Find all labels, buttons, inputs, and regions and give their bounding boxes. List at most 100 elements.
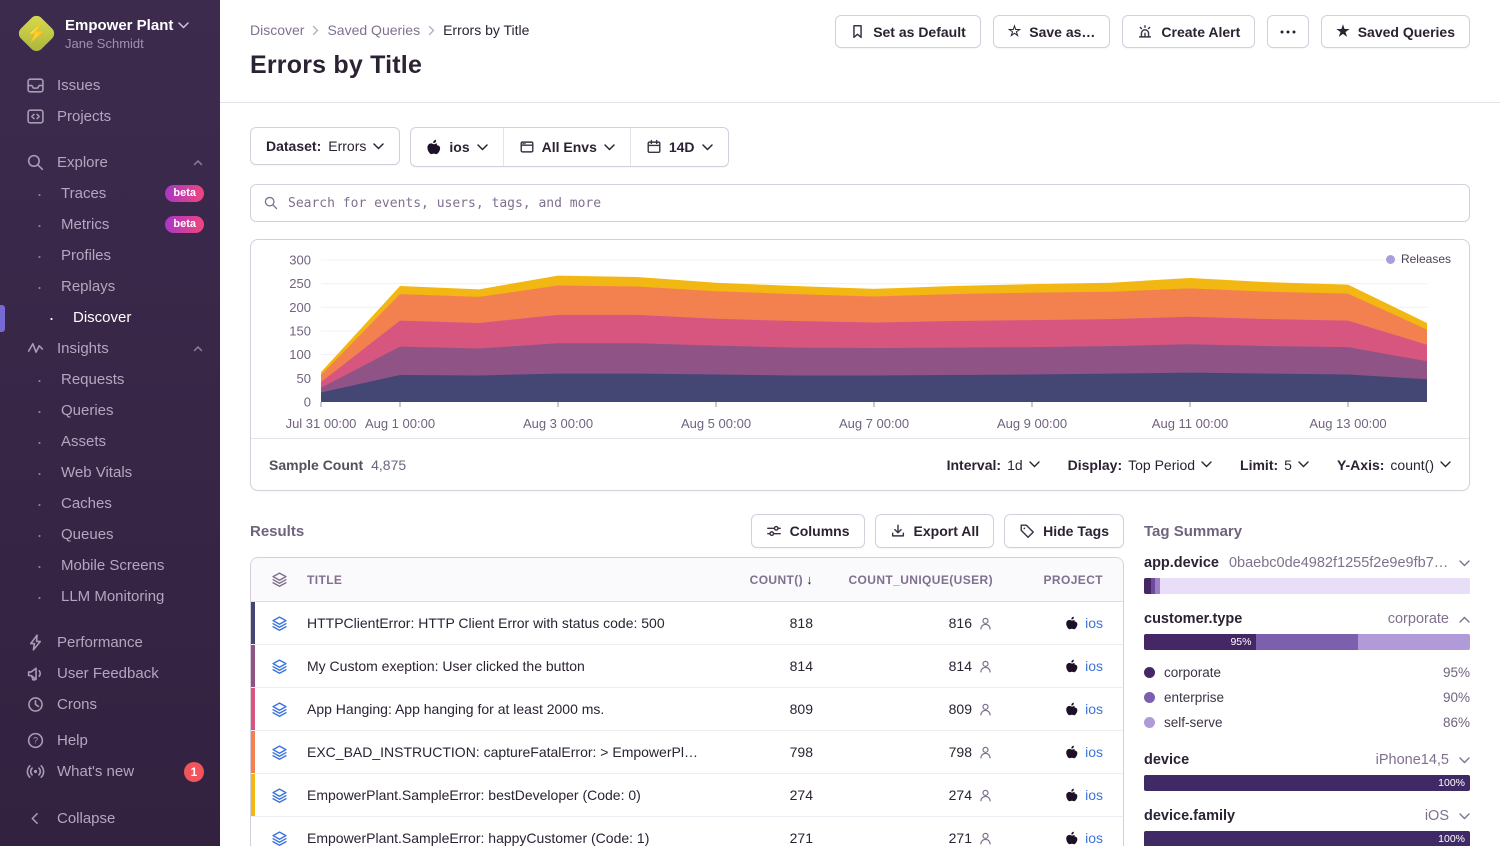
error-title[interactable]: EmpowerPlant.SampleError: happyCustomer … — [307, 830, 650, 846]
issues-icon — [27, 78, 44, 93]
sidebar-item-discover[interactable]: · Discover — [0, 302, 220, 333]
error-title[interactable]: EmpowerPlant.SampleError: bestDeveloper … — [307, 787, 641, 803]
collapse-button[interactable]: Collapse — [0, 803, 220, 834]
table-row[interactable]: EXC_BAD_INSTRUCTION: captureFatalError: … — [251, 731, 1123, 774]
legend-dot — [1144, 692, 1155, 703]
chevron-down-icon — [1459, 559, 1470, 566]
chevron-down-icon — [604, 143, 615, 151]
limit-selector[interactable]: Limit: 5 — [1240, 457, 1309, 473]
active-nav-accent — [0, 305, 5, 332]
error-title[interactable]: EXC_BAD_INSTRUCTION: captureFatalError: … — [307, 744, 708, 760]
tag-section-toggle[interactable]: customer.type corporate — [1144, 611, 1470, 627]
chevron-down-icon — [178, 21, 190, 29]
stack-icon[interactable] — [271, 658, 288, 675]
tag-section-toggle[interactable]: device.family iOS — [1144, 808, 1470, 824]
tag-legend-row[interactable]: enterprise 90% — [1144, 685, 1470, 710]
table-row[interactable]: EmpowerPlant.SampleError: happyCustomer … — [251, 817, 1123, 846]
sidebar-item-user-feedback[interactable]: User Feedback — [0, 658, 220, 689]
column-count[interactable]: COUNT() ↓ — [749, 572, 813, 587]
sidebar-item-performance[interactable]: Performance — [0, 627, 220, 658]
tag-section-toggle[interactable]: app.device 0baebc0de4982f1255f2e9e9fb7… — [1144, 555, 1470, 571]
user-icon — [980, 789, 991, 802]
sidebar-item-help[interactable]: ? Help — [0, 725, 220, 756]
tag-legend-row[interactable]: self-serve 86% — [1144, 710, 1470, 735]
project-link[interactable]: ios — [1085, 701, 1103, 717]
sidebar-item-mobile-screens[interactable]: · Mobile Screens — [0, 550, 220, 581]
project-link[interactable]: ios — [1085, 658, 1103, 674]
tag-distribution-bar[interactable]: 95% — [1144, 634, 1470, 650]
error-title[interactable]: App Hanging: App hanging for at least 20… — [307, 701, 605, 717]
breadcrumb: Discover Saved Queries Errors by Title — [250, 22, 1470, 38]
sidebar-item-queues[interactable]: · Queues — [0, 519, 220, 550]
sidebar-item-web-vitals[interactable]: · Web Vitals — [0, 457, 220, 488]
column-project[interactable]: PROJECT — [1043, 572, 1103, 587]
project-link[interactable]: ios — [1085, 787, 1103, 803]
dataset-selector[interactable]: Dataset: Errors — [250, 127, 401, 165]
table-row[interactable]: EmpowerPlant.SampleError: bestDeveloper … — [251, 774, 1123, 817]
sidebar-item-llm-monitoring[interactable]: · LLM Monitoring — [0, 581, 220, 612]
environment-filter[interactable]: All Envs — [502, 128, 630, 166]
project-link[interactable]: ios — [1085, 615, 1103, 631]
sidebar-item-requests[interactable]: · Requests — [0, 364, 220, 395]
tag-legend-row[interactable]: corporate 95% — [1144, 660, 1470, 685]
interval-selector[interactable]: Interval: 1d — [947, 457, 1040, 473]
sidebar-item-projects[interactable]: Projects — [0, 101, 220, 132]
display-selector[interactable]: Display: Top Period — [1068, 457, 1212, 473]
column-title[interactable]: TITLE — [307, 572, 343, 587]
sidebar-item-caches[interactable]: · Caches — [0, 488, 220, 519]
user-icon — [980, 660, 991, 673]
columns-button[interactable]: Columns — [750, 514, 865, 548]
project-filter[interactable]: ios — [411, 128, 502, 166]
table-row[interactable]: App Hanging: App hanging for at least 20… — [251, 688, 1123, 731]
org-logo: ⚡ — [15, 12, 58, 55]
breadcrumb-saved-queries[interactable]: Saved Queries — [327, 22, 421, 38]
error-title[interactable]: HTTPClientError: HTTP Client Error with … — [307, 615, 665, 631]
tag-summary-panel: Tag Summary app.device 0baebc0de4982f125… — [1144, 514, 1470, 846]
project-link[interactable]: ios — [1085, 744, 1103, 760]
y-axis-selector[interactable]: Y-Axis: count() — [1337, 457, 1451, 473]
stack-icon[interactable] — [271, 830, 288, 846]
set-as-default-button[interactable]: Set as Default — [835, 15, 981, 48]
export-all-button[interactable]: Export All — [874, 514, 995, 548]
count-unique-value: 814 — [948, 658, 972, 674]
tag-distribution-bar[interactable]: 100% — [1144, 775, 1470, 791]
error-title[interactable]: My Custom exeption: User clicked the but… — [307, 658, 585, 674]
tag-section-toggle[interactable]: device iPhone14,5 — [1144, 752, 1470, 768]
siren-icon — [1139, 24, 1152, 38]
table-row[interactable]: My Custom exeption: User clicked the but… — [251, 645, 1123, 688]
svg-text:300: 300 — [289, 253, 311, 268]
hide-tags-button[interactable]: Hide Tags — [1004, 514, 1124, 548]
svg-text:Aug 13 00:00: Aug 13 00:00 — [1309, 416, 1386, 431]
sidebar-item-metrics[interactable]: · Metrics beta — [0, 209, 220, 240]
org-switcher[interactable]: ⚡ Empower Plant Jane Schmidt — [0, 0, 220, 62]
save-as-button[interactable]: ☆ Save as… — [992, 15, 1111, 48]
svg-text:Aug 9 00:00: Aug 9 00:00 — [997, 416, 1067, 431]
sidebar-item-crons[interactable]: Crons — [0, 689, 220, 720]
sidebar-item-queries[interactable]: · Queries — [0, 395, 220, 426]
stack-icon[interactable] — [271, 615, 288, 632]
tag-distribution-bar[interactable] — [1144, 578, 1470, 594]
sidebar-item-issues[interactable]: Issues — [0, 70, 220, 101]
project-link[interactable]: ios — [1085, 830, 1103, 846]
tag-distribution-bar[interactable]: 100% — [1144, 831, 1470, 846]
sidebar-item-traces[interactable]: · Traces beta — [0, 178, 220, 209]
sidebar-item-insights[interactable]: Insights — [0, 333, 220, 364]
sidebar-item-assets[interactable]: · Assets — [0, 426, 220, 457]
sidebar-item-whats-new[interactable]: What's new 1 — [0, 756, 220, 787]
stack-icon[interactable] — [271, 701, 288, 718]
table-row[interactable]: HTTPClientError: HTTP Client Error with … — [251, 602, 1123, 645]
stack-icon[interactable] — [271, 787, 288, 804]
breadcrumb-discover[interactable]: Discover — [250, 22, 305, 38]
sidebar-item-profiles[interactable]: · Profiles — [0, 240, 220, 271]
sidebar-item-replays[interactable]: · Replays — [0, 271, 220, 302]
series-color-stripe — [251, 817, 255, 846]
more-options-button[interactable] — [1267, 15, 1310, 48]
create-alert-button[interactable]: Create Alert — [1122, 15, 1256, 48]
search-input[interactable] — [288, 195, 1457, 211]
column-count-unique[interactable]: COUNT_UNIQUE(USER) — [848, 572, 993, 587]
date-range-filter[interactable]: 14D — [629, 128, 728, 166]
sidebar-item-explore[interactable]: Explore — [0, 147, 220, 178]
saved-queries-button[interactable]: ★ Saved Queries — [1321, 15, 1470, 48]
chart-legend[interactable]: Releases — [1385, 252, 1451, 266]
stack-icon[interactable] — [271, 744, 288, 761]
